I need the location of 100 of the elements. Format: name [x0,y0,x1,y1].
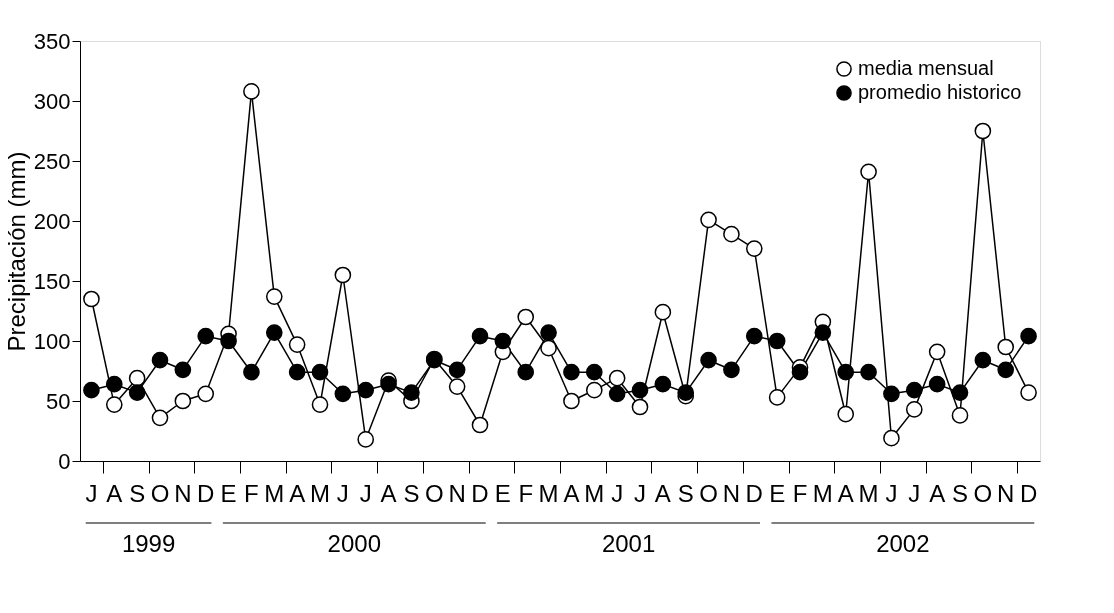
point [311,363,329,381]
point [768,332,786,350]
x-tick-label: J [634,480,646,507]
point [174,392,192,410]
point [403,384,420,401]
point [448,378,466,395]
text: 2000 [327,530,381,557]
point [174,361,192,379]
x-tick-label: O [150,480,170,507]
point [837,405,855,423]
x-tick-label: E [220,480,237,507]
y-tick-label: 200 [33,208,71,234]
point [791,363,809,381]
x-tick-label: M [538,480,559,507]
point [220,332,237,350]
x-tick-label: M [858,480,879,507]
point [288,336,306,353]
x-tick-label: E [769,480,786,507]
point [677,384,695,401]
x-tick-label: D [745,480,763,507]
point [563,363,580,381]
y-tick-label: 0 [58,448,71,474]
point [517,308,535,326]
y-tick-label: 150 [33,268,71,294]
x-tick-label: D [1019,480,1038,507]
text: 2001 [601,530,656,557]
text: 1999 [121,530,176,557]
point [380,375,397,393]
legend-label: promedio historico [858,81,1022,103]
x-tick-label: J [359,480,372,507]
x-tick-label: D [471,480,489,507]
point [837,363,855,381]
point [768,389,786,406]
point [311,396,329,413]
point [631,398,649,416]
point [951,384,969,401]
point [128,384,146,401]
point [585,363,603,381]
x-tick-label: J [611,480,624,507]
x-tick-label: A [563,480,580,507]
point [448,361,466,379]
point [700,351,717,369]
point [334,385,352,403]
x-tick-label: J [336,480,349,507]
x-tick-label: N [997,480,1015,507]
point [860,363,877,381]
point [265,288,283,305]
point [654,375,672,393]
x-tick-label: D [197,480,215,507]
point [608,385,626,403]
point [860,163,877,181]
point [631,381,649,399]
point [494,332,512,350]
y-tick-label: 50 [46,388,71,414]
y-tick-label: 100 [33,328,71,354]
x-tick-label: A [380,480,397,507]
y-tick-label: 350 [33,28,71,54]
x-tick-label: M [264,480,285,507]
x-tick-label: M [812,480,833,507]
point [265,324,283,341]
x-tick-label: A [654,480,671,507]
x-tick-label: S [677,480,694,507]
point [105,375,123,393]
point [471,327,489,345]
point [608,369,626,387]
x-tick-label: M [310,480,330,507]
point [883,429,900,447]
x-tick-label: O [424,480,444,507]
x-tick-label: N [722,480,741,507]
point [540,324,557,341]
point [814,324,832,341]
point [563,392,580,410]
legend-label: media mensual [858,57,994,79]
point [745,327,763,345]
point [997,361,1015,379]
point [585,381,603,399]
x-tick-label: A [106,480,123,507]
point [197,327,215,345]
x-tick-label: S [951,480,969,507]
point [883,385,900,403]
x-tick-label: N [174,480,192,507]
x-tick-label: A [929,480,946,507]
y-axis-title: Precipitación (mm) [2,151,30,352]
x-tick-label: F [518,480,534,507]
x-tick-label: S [403,480,420,507]
point [151,351,169,369]
point [288,363,306,381]
point [723,361,740,379]
point [745,240,763,257]
x-tick-label: A [837,480,854,507]
point [243,363,260,381]
point [1020,327,1037,345]
point [700,211,717,229]
point [83,290,100,308]
point [151,409,169,427]
point [243,83,260,100]
x-tick-label: A [289,480,306,507]
x-tick-label: O [973,480,993,507]
x-tick-label: J [85,480,98,507]
point [83,381,100,399]
